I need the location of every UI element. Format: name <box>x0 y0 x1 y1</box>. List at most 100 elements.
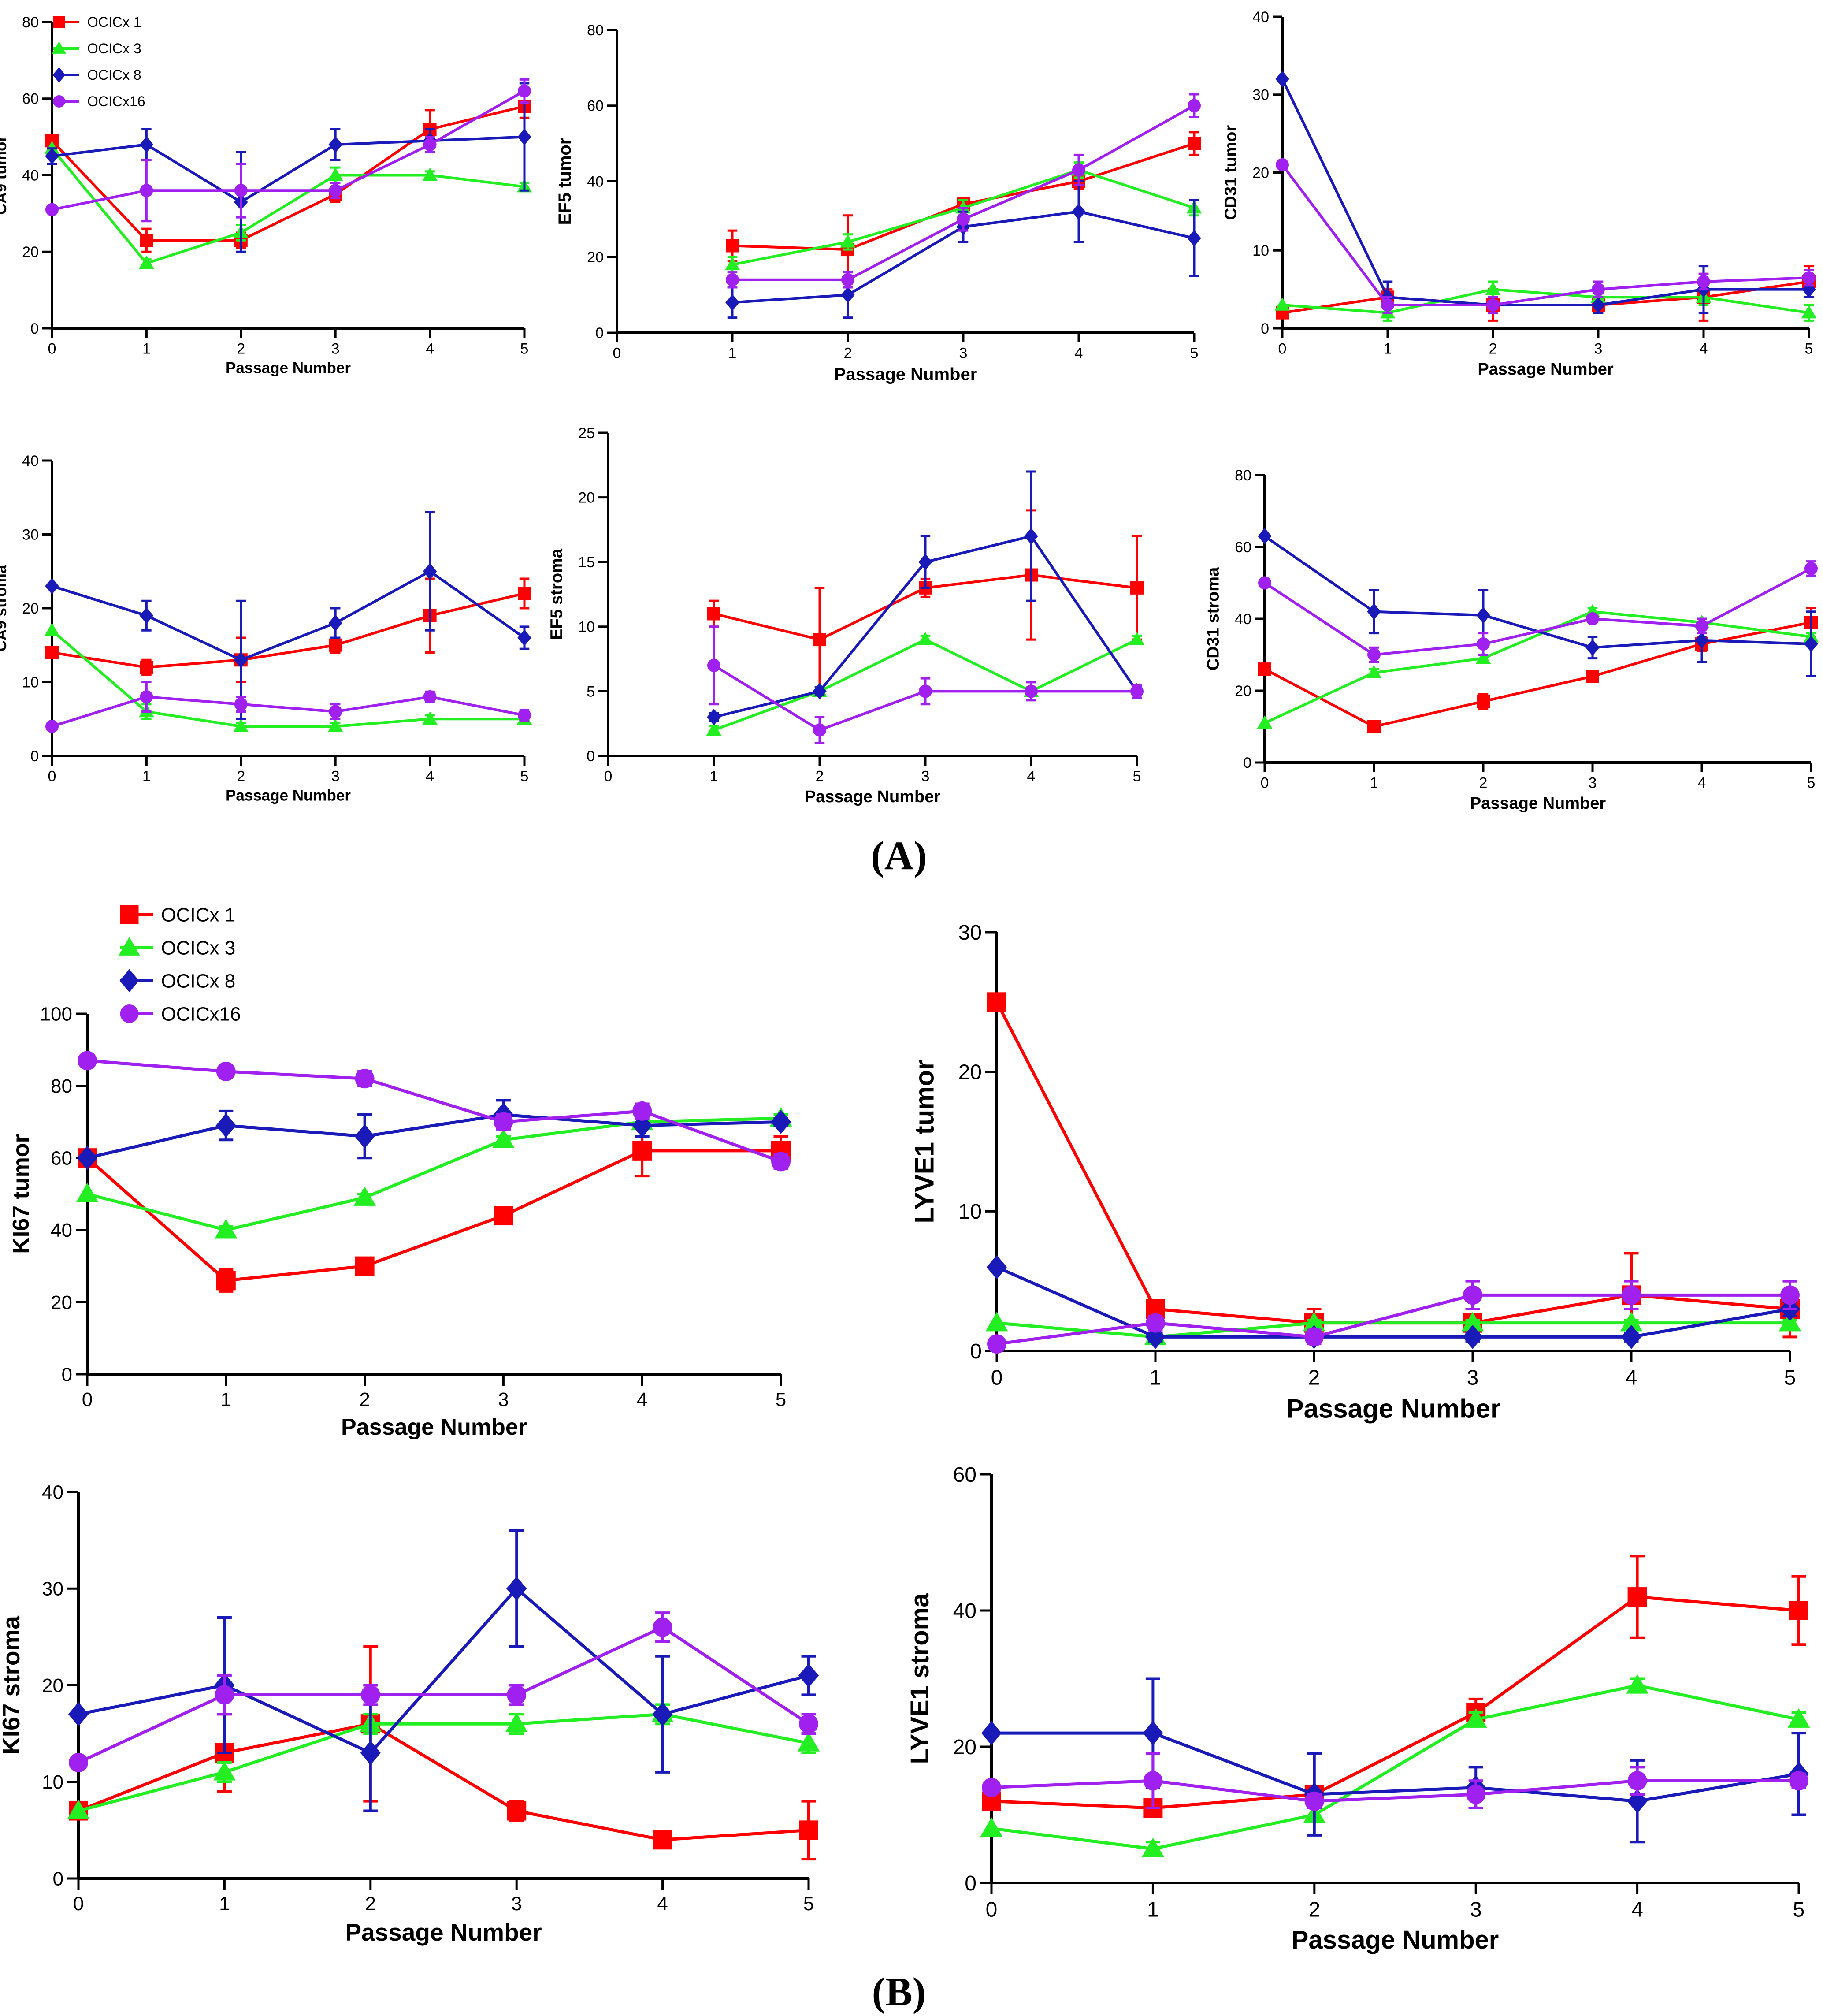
x-tick-label: 3 <box>921 768 930 785</box>
data-point <box>1276 158 1289 171</box>
data-point <box>918 554 932 570</box>
data-point <box>1258 662 1271 676</box>
x-tick-label: 3 <box>1594 341 1603 357</box>
series-ocicx3 <box>67 1703 820 1819</box>
series-ocicx3 <box>706 632 1145 736</box>
data-point <box>1477 695 1490 708</box>
data-point <box>1367 720 1381 733</box>
y-tick-label: 0 <box>587 748 595 765</box>
y-tick-label: 40 <box>953 1599 976 1623</box>
series-ocicx16 <box>707 625 1144 744</box>
series-ocicx16 <box>78 1051 791 1172</box>
data-point <box>507 1685 527 1705</box>
data-point <box>507 1801 527 1821</box>
y-tick-label: 0 <box>53 1868 63 1890</box>
x-tick-label: 4 <box>426 768 434 785</box>
series-line <box>87 1059 782 1163</box>
y-tick-label: 20 <box>1252 164 1269 181</box>
y-tick-label: 20 <box>51 1292 72 1313</box>
series-line <box>1281 78 1809 306</box>
x-tick-label: 0 <box>613 345 621 362</box>
data-point <box>982 1778 1001 1797</box>
data-point <box>1695 619 1708 633</box>
series-ocicx16 <box>69 1611 818 1772</box>
data-point <box>1485 282 1501 295</box>
y-tick-label: 60 <box>953 1463 976 1487</box>
data-point <box>1620 1312 1643 1332</box>
data-point <box>234 184 248 197</box>
y-tick-label: 30 <box>1252 87 1269 104</box>
data-point <box>841 273 854 286</box>
data-point <box>328 136 342 153</box>
legend-label: OCICx 8 <box>87 67 141 83</box>
x-tick-label: 0 <box>991 1366 1003 1389</box>
series-ocicx16 <box>726 93 1201 289</box>
data-point <box>797 1732 820 1752</box>
data-point <box>1802 271 1816 285</box>
series-ocicx8 <box>981 1677 1809 1844</box>
data-point <box>1622 1285 1641 1305</box>
data-point <box>45 578 59 595</box>
data-point <box>707 658 720 672</box>
series-ocicx3 <box>980 1674 1810 1857</box>
y-tick-label: 0 <box>1261 320 1269 337</box>
x-tick-label: 3 <box>1470 1898 1482 1921</box>
data-point <box>354 1124 375 1149</box>
data-point <box>494 1112 513 1132</box>
x-tick-label: 0 <box>48 341 56 357</box>
data-point <box>422 711 438 725</box>
data-point <box>1463 1285 1482 1305</box>
y-axis-title: KI67 tumor <box>8 1134 34 1254</box>
data-point <box>707 607 720 621</box>
data-point <box>1804 562 1818 575</box>
data-point <box>327 167 343 181</box>
y-tick-label: 20 <box>958 1060 982 1084</box>
x-tick-label: 2 <box>1489 341 1497 357</box>
series-line <box>86 1149 781 1282</box>
chart-2: 0 20 40 60 80 0 1 2 3 4 5 Passage Number EF5 tumor <box>555 22 1202 384</box>
data-point <box>987 992 1006 1012</box>
legend-label: OCICx 8 <box>161 970 236 992</box>
x-tick-label: 3 <box>511 1893 522 1915</box>
x-tick-label: 4 <box>637 1389 647 1410</box>
y-tick-label: 40 <box>22 453 39 469</box>
y-tick-label: 60 <box>587 98 604 115</box>
y-tick-label: 20 <box>42 1675 63 1696</box>
y-tick-label: 0 <box>595 325 604 342</box>
y-tick-label: 0 <box>965 1872 976 1895</box>
data-point <box>233 718 249 732</box>
y-tick-label: 60 <box>1235 539 1251 556</box>
data-point <box>1367 648 1381 662</box>
x-tick-label: 2 <box>844 345 852 362</box>
x-tick-label: 4 <box>426 341 434 357</box>
x-tick-label: 3 <box>331 341 340 357</box>
x-tick-label: 2 <box>237 341 245 357</box>
panel-label-b: (B) <box>872 1969 926 2014</box>
x-tick-label: 2 <box>237 768 245 785</box>
data-point <box>1778 1312 1801 1332</box>
data-point <box>771 1152 791 1172</box>
data-point <box>1475 651 1491 664</box>
x-tick-label: 5 <box>520 768 529 785</box>
data-point <box>1304 1327 1324 1347</box>
panel-label-a: (A) <box>871 833 927 878</box>
series-ocicx16 <box>45 681 531 733</box>
data-point <box>725 294 739 311</box>
series-ocicx1 <box>982 1555 1808 1818</box>
data-point <box>707 709 721 725</box>
series-line <box>1282 288 1809 314</box>
data-point <box>981 1721 1002 1745</box>
data-point <box>1143 1721 1163 1745</box>
data-point <box>1258 576 1271 590</box>
data-point <box>1130 684 1144 698</box>
y-axis-title: KI67 stroma <box>0 1616 25 1755</box>
legend-marker <box>119 937 140 956</box>
x-tick-label: 1 <box>142 341 151 357</box>
x-tick-label: 4 <box>657 1893 668 1915</box>
series-line <box>51 147 525 265</box>
x-tick-label: 1 <box>1150 1366 1162 1389</box>
series-line <box>1281 164 1809 306</box>
data-point <box>724 257 740 271</box>
